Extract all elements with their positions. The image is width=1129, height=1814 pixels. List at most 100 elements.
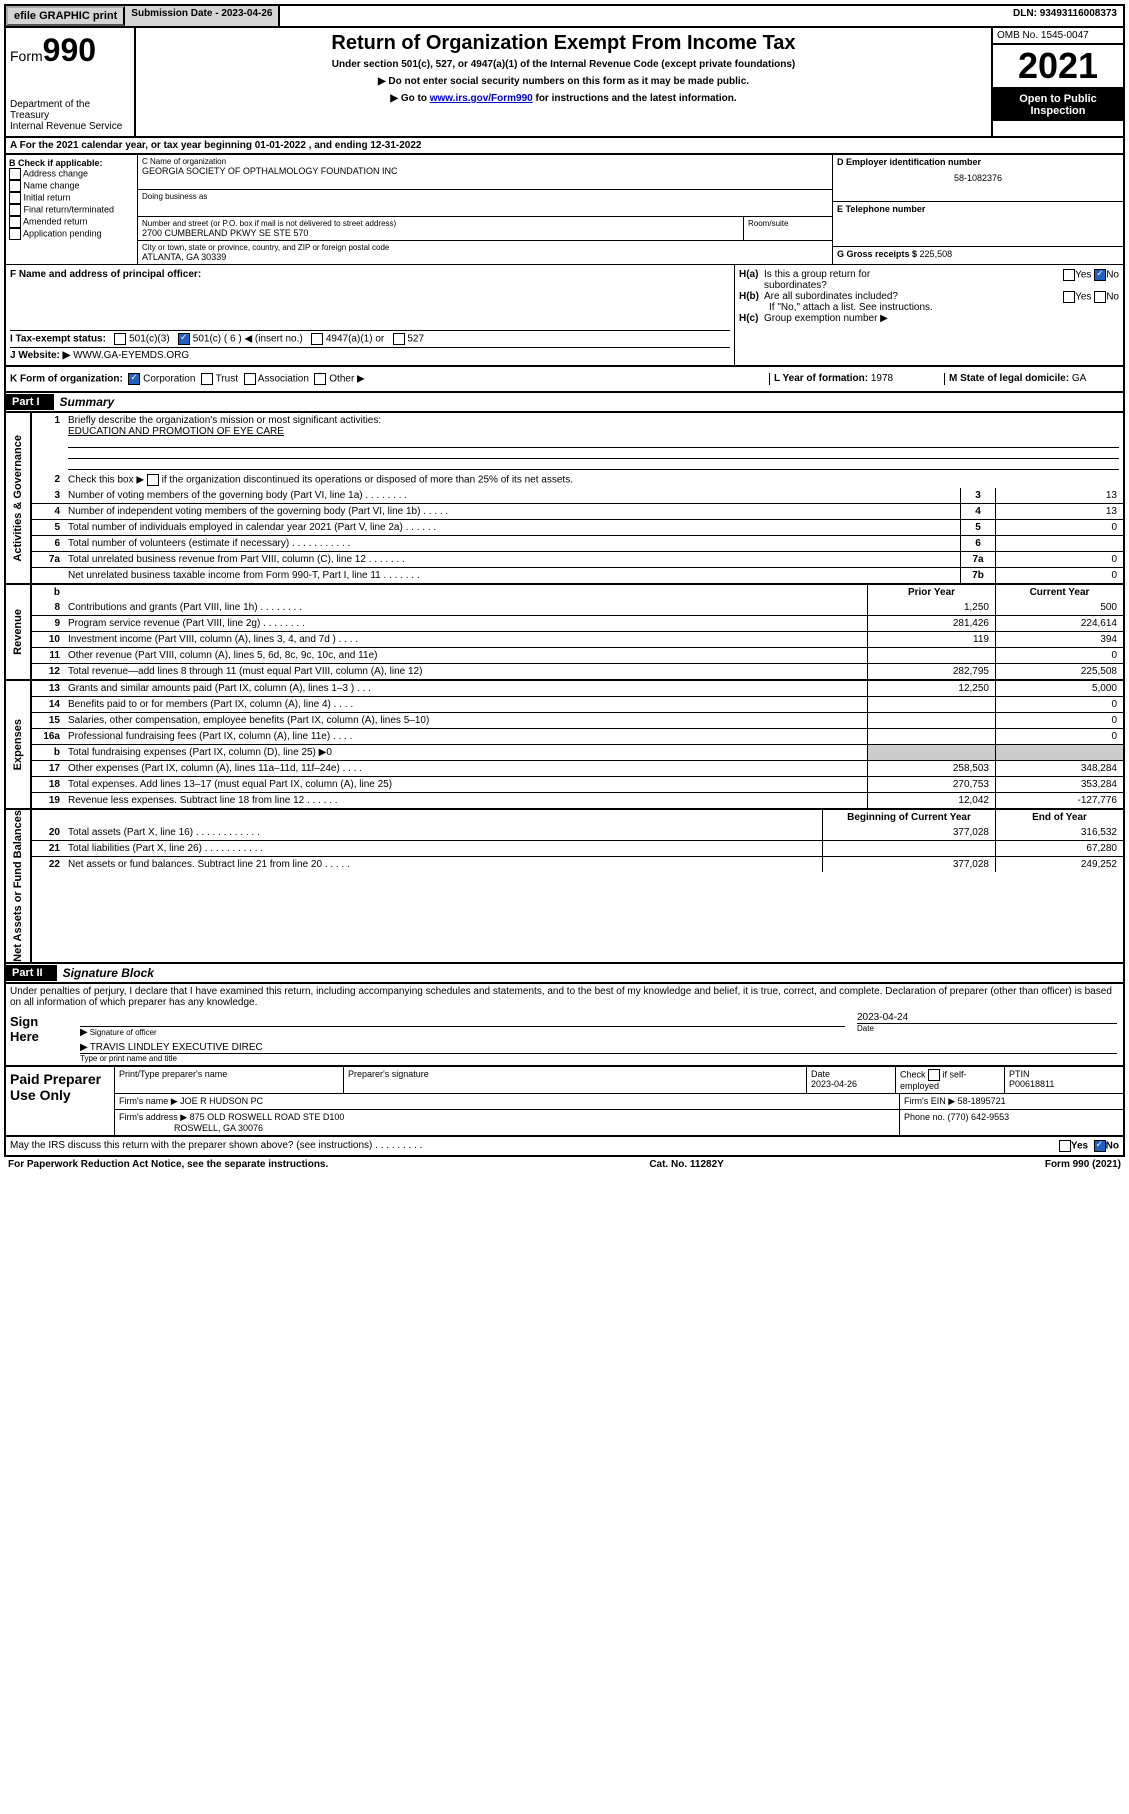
hb-yes[interactable] [1063, 291, 1075, 303]
q2-check[interactable] [147, 474, 159, 486]
entity-grid: B Check if applicable: Address change Na… [4, 155, 1125, 264]
discuss-yes[interactable] [1059, 1140, 1071, 1152]
net-assets-section: Net Assets or Fund Balances Beginning of… [4, 810, 1125, 964]
e-phone-label: E Telephone number [837, 204, 1119, 214]
h-a: H(a) Is this a group return for Yes No s… [739, 269, 1119, 291]
date-label: Date [857, 1023, 1117, 1033]
section-m: M State of legal domicile: GA [944, 373, 1119, 385]
vtab-revenue: Revenue [12, 609, 24, 655]
sig-officer-label: Signature of officer [80, 1026, 845, 1038]
k-corp[interactable] [128, 373, 140, 385]
table-row: 5Total number of individuals employed in… [32, 519, 1123, 535]
irs-label: Internal Revenue Service [10, 121, 130, 132]
d-ein-label: D Employer identification number [837, 157, 1119, 167]
section-k: K Form of organization: Corporation Trus… [10, 373, 769, 385]
k-trust[interactable] [201, 373, 213, 385]
firm-addr: 875 OLD ROSWELL ROAD STE D100 [190, 1112, 345, 1122]
subtitle-3: ▶ Go to www.irs.gov/Form990 for instruct… [140, 93, 987, 104]
discuss-no[interactable] [1094, 1140, 1106, 1152]
pra-notice: For Paperwork Reduction Act Notice, see … [8, 1159, 328, 1170]
tax-year: 2021 [993, 45, 1123, 89]
firm-name: JOE R HUDSON PC [180, 1096, 263, 1106]
website-value: WWW.GA-EYEMDS.ORG [70, 350, 189, 361]
table-row: 22Net assets or fund balances. Subtract … [32, 856, 1123, 872]
ha-no[interactable] [1094, 269, 1106, 281]
table-row: 17Other expenses (Part IX, column (A), l… [32, 760, 1123, 776]
part-1-header: Part I Summary [4, 393, 1125, 413]
k-other[interactable] [314, 373, 326, 385]
section-a: A For the 2021 calendar year, or tax yea… [4, 138, 1125, 155]
table-row: 18Total expenses. Add lines 13–17 (must … [32, 776, 1123, 792]
table-row: 10Investment income (Part VIII, column (… [32, 631, 1123, 647]
i-4947-check[interactable] [311, 333, 323, 345]
room-label: Room/suite [748, 219, 828, 228]
ein-value: 58-1082376 [837, 173, 1119, 183]
prep-date: 2023-04-26 [811, 1079, 857, 1089]
k-assoc[interactable] [244, 373, 256, 385]
table-row: 9Program service revenue (Part VIII, lin… [32, 615, 1123, 631]
table-row: 20Total assets (Part X, line 16) . . . .… [32, 825, 1123, 840]
section-b-header: B Check if applicable: [9, 158, 134, 168]
expenses-section: Expenses 13Grants and similar amounts pa… [4, 681, 1125, 810]
i-527-check[interactable] [393, 333, 405, 345]
q2-discontinued: Check this box ▶ if the organization dis… [64, 472, 1123, 488]
table-row: 14Benefits paid to or for members (Part … [32, 696, 1123, 712]
paid-preparer-label: Paid Preparer Use Only [6, 1067, 114, 1135]
page-footer: For Paperwork Reduction Act Notice, see … [4, 1157, 1125, 1172]
b-name-change[interactable]: Name change [9, 180, 134, 192]
governance-section: Activities & Governance 1 Briefly descri… [4, 413, 1125, 585]
org-name: GEORGIA SOCIETY OF OPTHALMOLOGY FOUNDATI… [142, 166, 828, 176]
firm-ein: 58-1895721 [958, 1096, 1006, 1106]
firm-phone: (770) 642-9553 [948, 1112, 1010, 1122]
open-public: Open to Public Inspection [993, 89, 1123, 121]
table-row: 8Contributions and grants (Part VIII, li… [32, 600, 1123, 615]
begin-year-hdr: Beginning of Current Year [822, 810, 995, 825]
vtab-governance: Activities & Governance [12, 435, 24, 562]
table-row: 21Total liabilities (Part X, line 26) . … [32, 840, 1123, 856]
form-header: Form990 Department of the Treasury Inter… [4, 28, 1125, 138]
part-2-header: Part II Signature Block [4, 964, 1125, 984]
form990-link[interactable]: www.irs.gov/Form990 [430, 93, 533, 104]
table-row: 13Grants and similar amounts paid (Part … [32, 681, 1123, 696]
ptin: P00618811 [1009, 1079, 1054, 1089]
section-j: J Website: ▶ WWW.GA-EYEMDS.ORG [10, 347, 730, 361]
ha-yes[interactable] [1063, 269, 1075, 281]
i-501c-check[interactable] [178, 333, 190, 345]
end-year-hdr: End of Year [995, 810, 1123, 825]
b-final[interactable]: Final return/terminated [9, 204, 134, 216]
top-bar: efile GRAPHIC print Submission Date - 20… [4, 4, 1125, 28]
form-number: Form990 [10, 32, 130, 69]
addr-label: Number and street (or P.O. box if mail i… [142, 219, 739, 228]
b-initial[interactable]: Initial return [9, 192, 134, 204]
h-c: H(c) Group exemption number ▶ [739, 313, 1119, 324]
form-title: Return of Organization Exempt From Incom… [140, 32, 987, 55]
prep-name-label: Print/Type preparer's name [115, 1067, 343, 1094]
current-year-hdr: Current Year [995, 585, 1123, 600]
i-501c3-check[interactable] [114, 333, 126, 345]
sign-date: 2023-04-24 [857, 1012, 1117, 1023]
b-amended[interactable]: Amended return [9, 216, 134, 228]
discuss-row: May the IRS discuss this return with the… [4, 1137, 1125, 1157]
vtab-net: Net Assets or Fund Balances [12, 810, 24, 962]
preparer-block: Paid Preparer Use Only Print/Type prepar… [4, 1067, 1125, 1137]
dln: DLN: 93493116008373 [1007, 6, 1123, 26]
b-addr-change[interactable]: Address change [9, 168, 134, 180]
mission-text: EDUCATION AND PROMOTION OF EYE CARE [68, 426, 284, 437]
org-address: 2700 CUMBERLAND PKWY SE STE 570 [142, 228, 739, 238]
table-row: 16aProfessional fundraising fees (Part I… [32, 728, 1123, 744]
f-h-row: F Name and address of principal officer:… [4, 264, 1125, 367]
sign-here-label: Sign Here [6, 1010, 74, 1065]
g-receipts-label: G Gross receipts $ [837, 249, 920, 259]
self-employed-check[interactable] [928, 1069, 940, 1081]
f-officer-label: F Name and address of principal officer: [10, 269, 730, 280]
b-pending[interactable]: Application pending [9, 228, 134, 240]
officer-name: TRAVIS LINDLEY EXECUTIVE DIREC [80, 1042, 1117, 1053]
vtab-expenses: Expenses [12, 719, 24, 770]
dept-treasury: Department of the Treasury [10, 99, 130, 121]
name-title-label: Type or print name and title [80, 1053, 1117, 1063]
hb-no[interactable] [1094, 291, 1106, 303]
efile-button[interactable]: efile GRAPHIC print [6, 6, 125, 26]
g-receipts-val: 225,508 [920, 249, 953, 259]
table-row: Net unrelated business taxable income fr… [32, 567, 1123, 583]
table-row: bTotal fundraising expenses (Part IX, co… [32, 744, 1123, 760]
